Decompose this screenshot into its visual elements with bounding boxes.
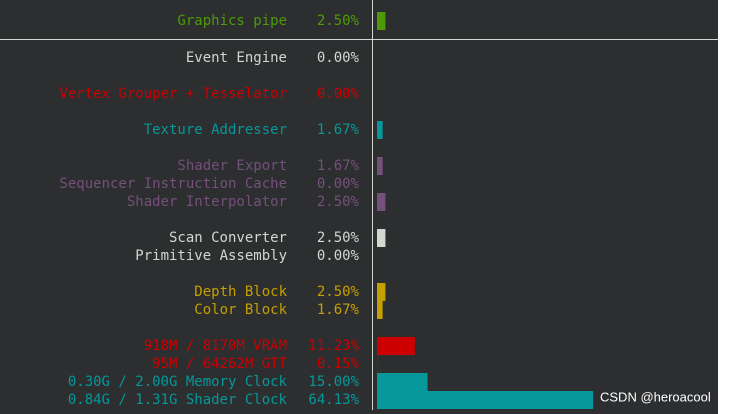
row-label: Scan Converter [169, 230, 287, 246]
row-label: 95M / 64262M GTT [152, 356, 287, 372]
row-percent: 2.50% [317, 284, 360, 300]
row-label: Sequencer Instruction Cache [59, 176, 287, 192]
usage-bar [377, 337, 415, 355]
usage-bar [377, 391, 594, 409]
row-percent: 1.67% [317, 158, 360, 174]
usage-bar [377, 157, 383, 175]
usage-bar [377, 283, 386, 301]
row-label: Shader Export [177, 158, 287, 174]
row-percent: 64.13% [308, 392, 359, 408]
row-label: Primitive Assembly [135, 248, 287, 264]
row-label: Event Engine [186, 50, 287, 66]
side-window [718, 0, 733, 414]
row-percent: 1.67% [317, 302, 360, 318]
usage-bar [377, 193, 386, 211]
row-percent: 15.00% [308, 374, 359, 390]
watermark: CSDN @heroacool [600, 389, 711, 404]
row-percent: 0.00% [317, 176, 360, 192]
row-label: Vertex Grouper + Tesselator [59, 86, 287, 102]
row-label: Color Block [194, 302, 287, 318]
row-percent: 0.00% [317, 248, 360, 264]
usage-bar [377, 301, 383, 319]
usage-bar [377, 373, 428, 391]
row-percent: 2.50% [317, 230, 360, 246]
row-label: Texture Addresser [144, 122, 287, 138]
row-percent: 2.50% [317, 194, 360, 210]
row-label: 918M / 8170M VRAM [144, 338, 287, 354]
usage-bar [377, 12, 386, 30]
row-percent: 2.50% [317, 13, 360, 29]
row-label: Shader Interpolator [127, 194, 287, 210]
usage-bar [377, 355, 378, 373]
row-percent: 0.15% [317, 356, 360, 372]
row-percent: 1.67% [317, 122, 360, 138]
usage-bar [377, 121, 383, 139]
row-label: 0.84G / 1.31G Shader Clock [68, 392, 288, 408]
row-label: Graphics pipe [177, 13, 287, 29]
row-label: 0.30G / 2.00G Memory Clock [68, 374, 288, 390]
row-label: Depth Block [194, 284, 287, 300]
row-percent: 11.23% [308, 338, 359, 354]
row-percent: 0.00% [317, 50, 360, 66]
usage-bar [377, 229, 386, 247]
row-percent: 0.00% [317, 86, 360, 102]
